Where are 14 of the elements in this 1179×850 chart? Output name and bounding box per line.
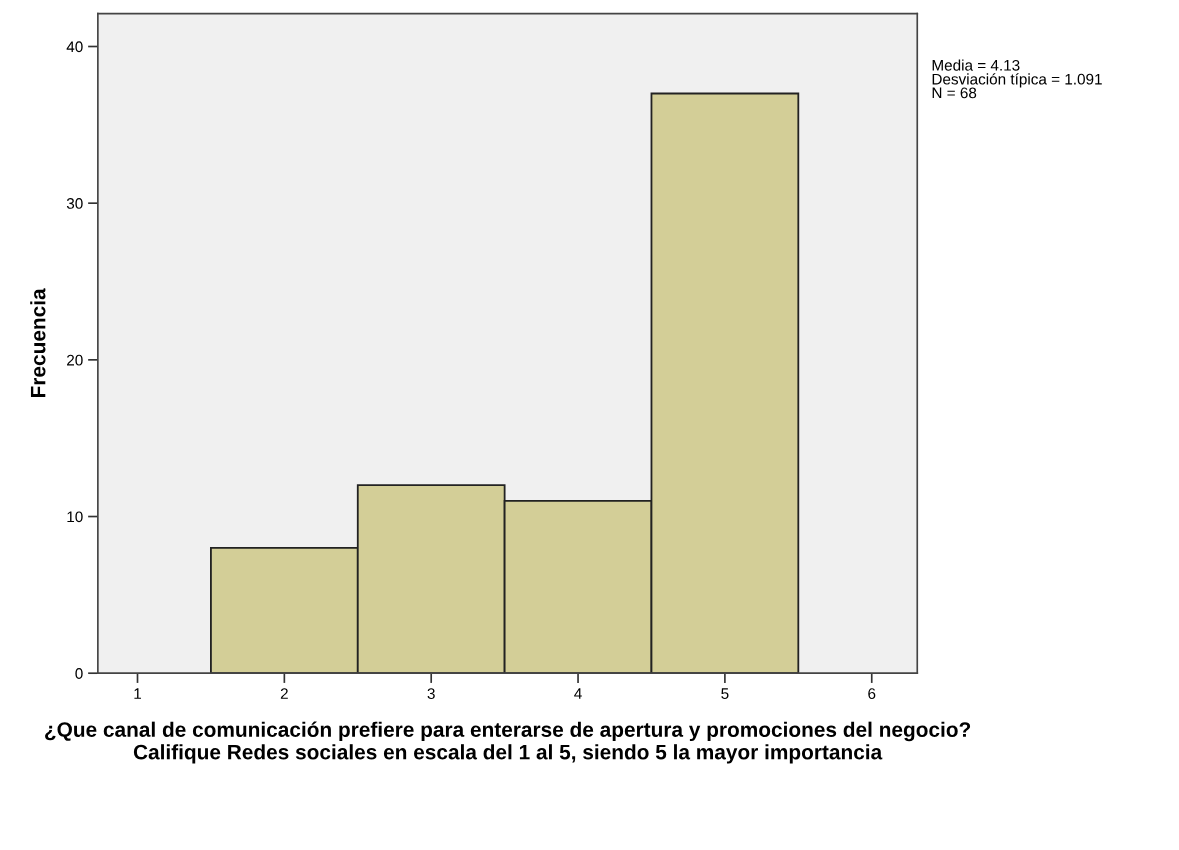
y-tick-label: 0 (75, 668, 83, 679)
text: Media = 4.13 Desviación típica = 1.091 N = 68 (932, 59, 1102, 99)
y-axis-title: Frecuencia (30, 288, 46, 398)
x-tick-label: 1 (134, 688, 142, 699)
x-tick-label: 6 (868, 688, 876, 700)
x-tick-label: 4 (574, 688, 582, 699)
x-tick-label: 2 (280, 688, 288, 699)
y-tick-label: 10 (67, 511, 83, 523)
y-tick-label: 40 (66, 41, 83, 53)
x-tick-label: 5 (721, 688, 729, 700)
x-axis-title: ¿Que canal de comunicación prefiere para enterarse de apertura y promociones del negocio? Califique Redes sociales en escala del 1 al 5, siendo 5 la mayor importancia (45, 721, 971, 764)
y-tick-label: 30 (66, 198, 83, 209)
x-tick-label: 3 (427, 688, 435, 700)
y-tick-label: 20 (67, 354, 83, 366)
